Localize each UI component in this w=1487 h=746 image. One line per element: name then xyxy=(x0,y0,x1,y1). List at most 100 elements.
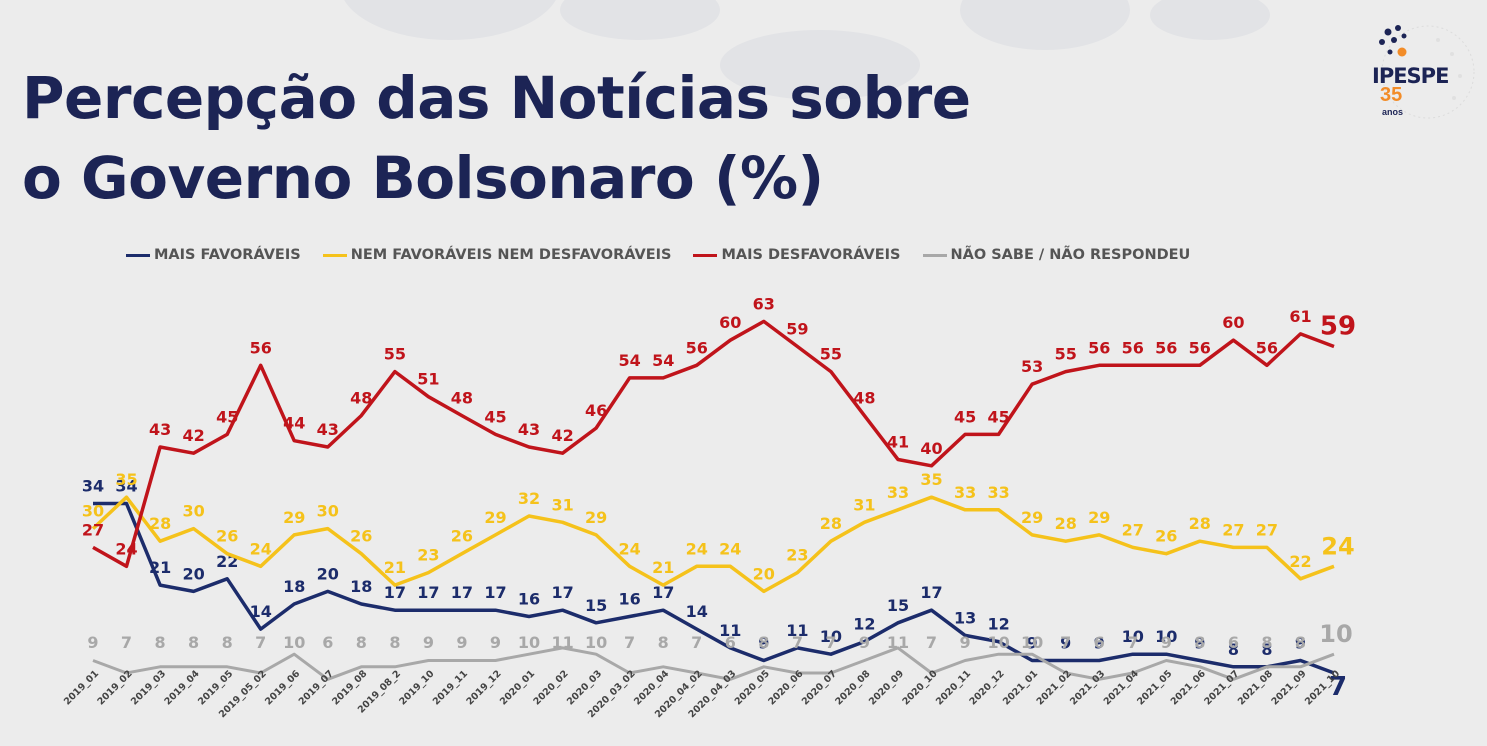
x-tick-label: 2019_03 xyxy=(129,668,168,707)
data-label: 8 xyxy=(658,633,669,652)
x-tick-label: 2019_11 xyxy=(431,668,470,707)
data-label: 26 xyxy=(350,527,372,546)
logo-globe-icon xyxy=(1379,25,1475,119)
legend-item-ns: NÃO SABE / NÃO RESPONDEU xyxy=(922,247,1191,263)
x-tick-label: 2020_08 xyxy=(833,668,872,707)
x-tick-label: 2020_10 xyxy=(900,668,939,707)
data-label: 13 xyxy=(954,608,976,627)
legend-item-neutral: NEM FAVORÁVEIS NEM DESFAVORÁVEIS xyxy=(322,247,671,263)
data-label: 8 xyxy=(1261,633,1272,652)
data-label: 56 xyxy=(250,338,272,357)
data-label: 7 xyxy=(792,633,803,652)
data-label: 31 xyxy=(853,495,875,514)
data-label: 10 xyxy=(820,627,842,646)
data-label: 9 xyxy=(960,633,971,652)
series-line xyxy=(93,501,1335,675)
data-label: 9 xyxy=(1161,633,1172,652)
x-tick-label: 2020_01 xyxy=(498,668,537,707)
data-label: 17 xyxy=(384,583,406,602)
data-label: 27 xyxy=(1122,520,1144,539)
data-label: 28 xyxy=(1189,514,1211,533)
x-tick-label: 2020_05 xyxy=(733,668,772,707)
data-label: 10 xyxy=(987,633,1009,652)
data-label: 51 xyxy=(417,370,439,389)
data-label: 48 xyxy=(350,389,372,408)
data-label: 10 xyxy=(1122,627,1144,646)
data-label: 9 xyxy=(423,633,434,652)
series-line xyxy=(92,646,1335,681)
data-label: 43 xyxy=(518,420,540,439)
data-label: 7 xyxy=(691,633,702,652)
data-label: 48 xyxy=(451,389,473,408)
data-label: 56 xyxy=(1088,338,1110,357)
data-label: 21 xyxy=(149,558,171,577)
data-label: 14 xyxy=(250,602,272,621)
series-line xyxy=(92,319,1335,569)
data-label: 23 xyxy=(417,546,439,565)
data-label: 9 xyxy=(859,633,870,652)
data-label: 60 xyxy=(1222,313,1244,332)
logo-anos: anos xyxy=(1382,107,1404,117)
data-label: 11 xyxy=(887,633,909,652)
data-label: 10 xyxy=(1319,620,1352,648)
data-label: 33 xyxy=(987,483,1009,502)
data-label: 17 xyxy=(417,583,439,602)
data-label: 9 xyxy=(87,633,98,652)
data-label: 56 xyxy=(1155,338,1177,357)
chart-legend: MAIS FAVORÁVEIS NEM FAVORÁVEIS NEM DESFA… xyxy=(126,247,1190,263)
data-label: 20 xyxy=(753,564,775,583)
data-label: 24 xyxy=(618,539,640,558)
legend-label-ns: NÃO SABE / NÃO RESPONDEU xyxy=(950,247,1191,263)
data-label: 29 xyxy=(484,508,506,527)
data-label: 9 xyxy=(1060,634,1071,653)
x-tick-label: 2021_02 xyxy=(1035,668,1074,707)
x-tick-label: 2020_11 xyxy=(934,668,973,707)
data-label: 7 xyxy=(926,633,937,652)
data-label: 24 xyxy=(719,539,741,558)
data-label: 21 xyxy=(384,558,406,577)
data-label: 11 xyxy=(719,621,741,640)
legend-item-fav: MAIS FAVORÁVEIS xyxy=(126,247,301,263)
legend-swatch-ns xyxy=(922,253,947,257)
data-label: 10 xyxy=(585,633,607,652)
series-3: 9 7 8 8 8 7 10 6 8 8 9 9 9 10 11 10 7 8 7 6 8 7 7 9 11 7 9 10 10 7 6 7 9… xyxy=(87,620,1353,681)
data-label: 8 xyxy=(389,633,400,652)
x-tick-label: 2019_10 xyxy=(397,668,436,707)
data-label: 53 xyxy=(1021,357,1043,376)
data-label: 42 xyxy=(551,426,573,445)
data-label: 35 xyxy=(115,470,137,489)
data-label: 9 xyxy=(1094,634,1105,653)
x-tick-label: 2019_01 xyxy=(62,668,101,707)
data-label: 21 xyxy=(652,558,674,577)
x-axis-tick-labels: 2019_012019_022019_032019_042019_052019_… xyxy=(62,668,1342,720)
data-label: 42 xyxy=(182,426,204,445)
data-label: 59 xyxy=(786,320,808,339)
data-label: 29 xyxy=(1021,508,1043,527)
data-label: 24 xyxy=(250,539,272,558)
data-label: 29 xyxy=(585,508,607,527)
x-tick-label: 2021_01 xyxy=(1001,668,1040,707)
data-label: 28 xyxy=(1055,514,1077,533)
data-label: 56 xyxy=(1256,338,1278,357)
data-label: 8 xyxy=(356,633,367,652)
data-label: 11 xyxy=(786,621,808,640)
x-tick-label: 2021_09 xyxy=(1269,668,1308,707)
data-label: 15 xyxy=(887,596,909,615)
data-label: 26 xyxy=(1155,527,1177,546)
data-label: 20 xyxy=(182,564,204,583)
data-label: 34 xyxy=(115,477,137,496)
x-tick-label: 2021_05 xyxy=(1135,668,1174,707)
data-label: 9 xyxy=(1027,634,1038,653)
data-label: 6 xyxy=(322,633,333,652)
data-label: 27 xyxy=(82,520,104,539)
data-label: 35 xyxy=(920,470,942,489)
legend-swatch-desfav xyxy=(693,253,718,257)
data-label: 30 xyxy=(182,502,204,521)
series-1: 30 35 28 30 26 24 29 30 26 21 23 26 29 32 31 29 24 21 24 24… xyxy=(82,470,1355,594)
data-label: 28 xyxy=(149,514,171,533)
data-label: 29 xyxy=(1088,508,1110,527)
data-label: 15 xyxy=(585,596,607,615)
data-label: 34 xyxy=(82,477,104,496)
data-label: 24 xyxy=(115,539,137,558)
data-label: 12 xyxy=(987,615,1009,634)
